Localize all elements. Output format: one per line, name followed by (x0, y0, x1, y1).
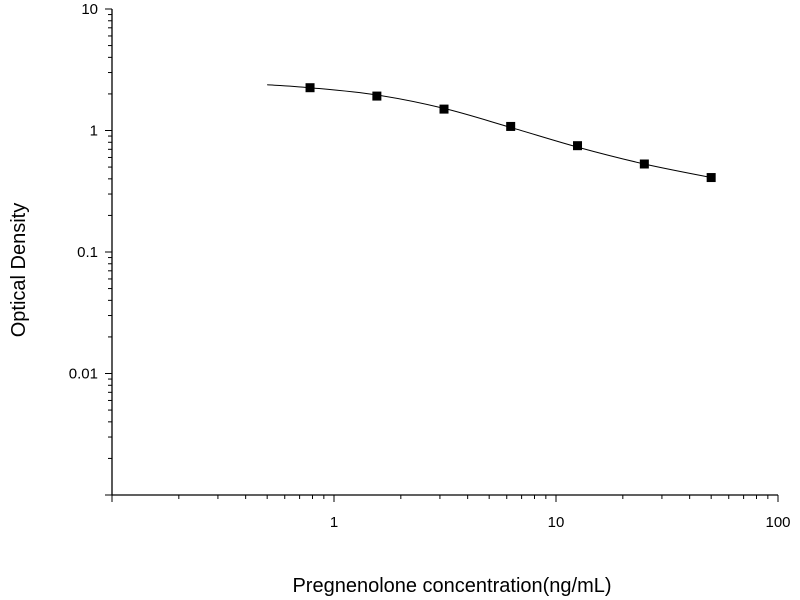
y-tick-label: 0.1 (77, 244, 98, 261)
fit-curve-layer (267, 84, 712, 179)
data-point (706, 173, 716, 183)
x-tick-label: 1 (330, 514, 338, 531)
x-axis-ticks: 1 10 100 (111, 495, 791, 531)
data-point (639, 159, 649, 169)
y-tick-label: 1 (90, 123, 98, 140)
data-point (305, 83, 315, 93)
data-point (372, 91, 382, 101)
y-axis-title: Optical Density (8, 203, 30, 338)
data-point (439, 104, 449, 114)
y-tick-label: 0.01 (69, 366, 98, 383)
x-tick-label: 10 (548, 514, 565, 531)
axes (111, 9, 778, 496)
y-axis-ticks: 10 1 0.1 0.01 (69, 1, 112, 496)
fit-curve (267, 84, 712, 179)
y-tick-label: 10 (81, 1, 98, 18)
x-axis-title: Pregnenolone concentration(ng/mL) (292, 575, 611, 597)
data-points (305, 83, 716, 183)
data-point (506, 121, 516, 131)
data-point (573, 141, 583, 151)
x-tick-label: 100 (765, 514, 790, 531)
